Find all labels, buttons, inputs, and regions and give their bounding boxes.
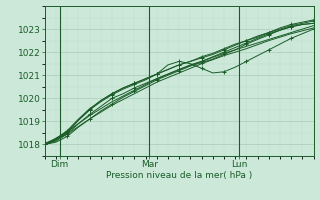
X-axis label: Pression niveau de la mer( hPa ): Pression niveau de la mer( hPa ) <box>106 171 252 180</box>
